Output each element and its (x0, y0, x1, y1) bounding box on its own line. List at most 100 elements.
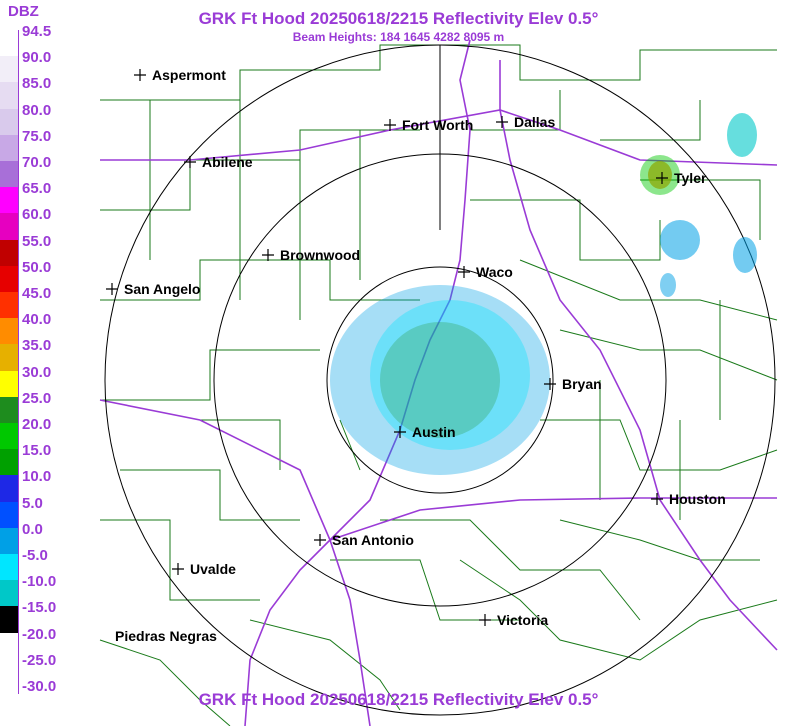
legend-label: 35.0 (22, 337, 52, 355)
legend-swatch (0, 501, 18, 528)
city-label: Tyler (674, 170, 707, 186)
legend-swatch (0, 658, 18, 685)
legend-label: 0.0 (22, 520, 43, 538)
legend-label: 80.0 (22, 101, 52, 119)
legend-color-bar (0, 30, 19, 712)
city-label: San Antonio (332, 532, 414, 548)
range-rings (104, 44, 776, 716)
legend-swatch (0, 475, 18, 502)
city-austin: Austin (394, 424, 456, 440)
city-label: Dallas (514, 114, 555, 130)
legend-swatch (0, 239, 18, 266)
city-marker-icon (184, 156, 196, 168)
legend-label: -10.0 (22, 573, 57, 591)
legend-label: 90.0 (22, 49, 52, 67)
city-label: Fort Worth (402, 117, 473, 133)
legend-label: 10.0 (22, 468, 52, 486)
dbz-legend: DBZ 94.5 90.0 85.0 80.0 75.0 70.0 65.0 60.0 55.0… (0, 0, 56, 712)
city-label: Waco (476, 264, 513, 280)
city-fort-worth: Fort Worth (384, 117, 473, 133)
legend-swatch (0, 554, 18, 581)
city-aspermont: Aspermont (134, 67, 226, 83)
legend-label: 55.0 (22, 232, 52, 250)
city-marker-icon (544, 378, 556, 390)
legend-label: -5.0 (22, 547, 48, 564)
legend-label: -30.0 (22, 678, 57, 695)
city-marker-icon (262, 249, 274, 261)
precip-echoes (330, 113, 757, 475)
city-marker-icon (384, 119, 396, 131)
legend-label: 45.0 (22, 285, 52, 302)
footer-title: GRK Ft Hood 20250618/2215 Reflectivity E… (198, 690, 599, 709)
legend-label: 65.0 (22, 180, 52, 198)
legend-unit: DBZ (8, 3, 39, 20)
legend-swatch (0, 449, 18, 476)
highways (99, 39, 778, 726)
city-marker-icon (134, 69, 146, 81)
city-marker-icon (656, 172, 668, 184)
city-label: Piedras Negras (115, 628, 217, 644)
legend-label: 20.0 (22, 416, 52, 433)
city-victoria: Victoria (479, 612, 548, 628)
legend-swatch (0, 161, 18, 188)
legend-swatch (0, 30, 18, 57)
city-label: Houston (669, 491, 726, 507)
legend-label: 85.0 (22, 75, 52, 93)
city-uvalde: Uvalde (172, 561, 236, 577)
city-marker-icon (172, 563, 184, 575)
legend-label: 60.0 (22, 206, 52, 224)
city-marker-icon (651, 493, 663, 505)
city-san-antonio: San Antonio (314, 532, 414, 548)
city-marker-icon (394, 426, 406, 438)
city-houston: Houston (651, 491, 726, 507)
legend-swatch (0, 318, 18, 345)
city-markers: Aspermont Abilene Fort Worth Dallas Tyler Bro… (106, 67, 726, 644)
city-dallas: Dallas (496, 114, 555, 130)
city-abilene: Abilene (184, 154, 253, 170)
legend-label: 70.0 (22, 154, 52, 171)
city-label: San Angelo (124, 281, 201, 297)
legend-label: 30.0 (22, 363, 52, 381)
legend-label: 94.5 (22, 23, 52, 40)
legend-label: -15.0 (22, 599, 57, 617)
beam-heights: Beam Heights: 184 1645 4282 8095 m (292, 30, 505, 44)
legend-swatch (0, 580, 18, 607)
county-lines (99, 44, 778, 726)
legend-swatch (0, 632, 18, 659)
legend-swatch (0, 56, 18, 83)
legend-swatch (0, 344, 18, 371)
legend-label: 5.0 (22, 494, 43, 512)
city-marker-icon (479, 614, 491, 626)
city-label: Brownwood (280, 247, 360, 263)
legend-swatch (0, 292, 18, 319)
legend-label: -20.0 (22, 625, 57, 643)
legend-swatch (0, 370, 18, 397)
legend-label: 15.0 (22, 442, 52, 460)
city-label: Austin (412, 424, 456, 440)
city-marker-icon (496, 116, 508, 128)
legend-swatch (0, 685, 18, 712)
legend-label: -25.0 (22, 651, 57, 669)
legend-label: 40.0 (22, 311, 52, 329)
legend-label: 75.0 (22, 127, 52, 145)
city-piedras-negras: Piedras Negras (115, 628, 217, 644)
legend-swatch (0, 606, 18, 633)
city-brownwood: Brownwood (262, 247, 360, 263)
city-label: Bryan (562, 376, 602, 392)
city-label: Abilene (202, 154, 253, 170)
legend-label: 50.0 (22, 258, 52, 276)
city-marker-icon (458, 266, 470, 278)
legend-swatch (0, 134, 18, 161)
legend-swatch (0, 396, 18, 423)
legend-swatch (0, 527, 18, 554)
legend-swatch (0, 423, 18, 450)
city-label: Uvalde (190, 561, 236, 577)
legend-swatch (0, 108, 18, 135)
legend-swatch (0, 265, 18, 292)
city-bryan: Bryan (544, 376, 602, 392)
city-label: Aspermont (152, 67, 226, 83)
map-title: GRK Ft Hood 20250618/2215 Reflectivity E… (198, 9, 599, 28)
city-marker-icon (314, 534, 326, 546)
city-tyler: Tyler (656, 170, 707, 186)
